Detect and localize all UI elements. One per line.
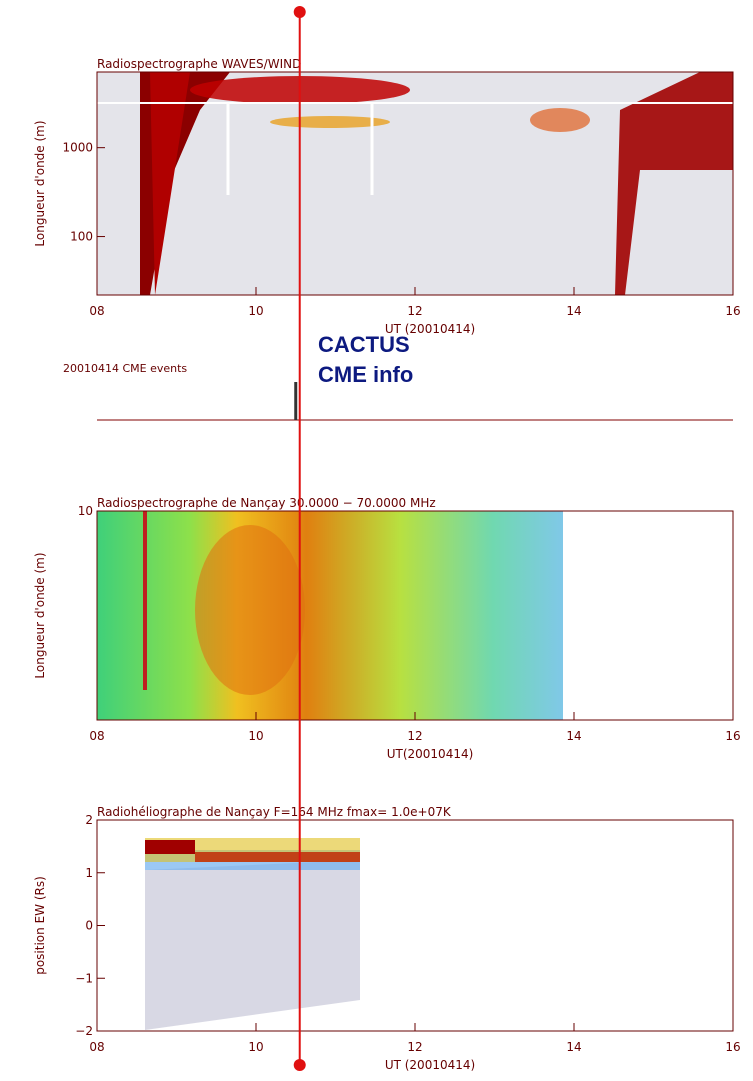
chart-title: Radiohéliographe de Nançay F=164 MHz fma… bbox=[97, 805, 452, 819]
cursor-handle[interactable] bbox=[293, 6, 306, 18]
x-tick-label: 14 bbox=[566, 729, 581, 743]
x-tick-label: 14 bbox=[566, 1040, 581, 1054]
x-tick-label: 16 bbox=[725, 729, 740, 743]
x-tick-label: 08 bbox=[89, 304, 104, 318]
y-tick-label: −1 bbox=[75, 971, 93, 985]
overlay-text[interactable]: CACTUS bbox=[318, 332, 410, 357]
y-axis-label: Longueur d'onde (m) bbox=[33, 552, 47, 678]
x-axis-label: UT (20010414) bbox=[385, 322, 475, 336]
x-tick-label: 16 bbox=[725, 304, 740, 318]
x-tick-label: 10 bbox=[248, 1040, 263, 1054]
x-tick-label: 08 bbox=[89, 1040, 104, 1054]
chart-title: Radiospectrographe de Nançay 30.0000 − 7… bbox=[97, 496, 436, 510]
y-tick-label: 1000 bbox=[62, 141, 93, 155]
x-tick-label: 12 bbox=[407, 729, 422, 743]
x-axis-label: UT (20010414) bbox=[385, 1058, 475, 1072]
x-tick-label: 08 bbox=[89, 729, 104, 743]
overlay-text[interactable]: CME info bbox=[318, 362, 413, 387]
cme-events-label: 20010414 CME events bbox=[63, 362, 187, 375]
x-axis-label: UT(20010414) bbox=[387, 747, 474, 761]
y-tick-label: 100 bbox=[70, 230, 93, 244]
y-axis-label: position EW (Rs) bbox=[33, 876, 47, 975]
x-tick-label: 12 bbox=[407, 304, 422, 318]
y-tick-label: 10 bbox=[78, 504, 93, 518]
y-axis-label: Longueur d'onde (m) bbox=[33, 120, 47, 246]
y-tick-label: −2 bbox=[75, 1024, 93, 1038]
cursor-handle[interactable] bbox=[293, 1059, 306, 1071]
y-tick-label: 1 bbox=[85, 866, 93, 880]
x-tick-label: 16 bbox=[725, 1040, 740, 1054]
spectrogram-image bbox=[97, 72, 733, 1030]
x-tick-label: 14 bbox=[566, 304, 581, 318]
x-tick-label: 12 bbox=[407, 1040, 422, 1054]
y-tick-label: 2 bbox=[85, 813, 93, 827]
x-tick-label: 10 bbox=[248, 729, 263, 743]
chart-title: Radiospectrographe WAVES/WIND bbox=[97, 57, 301, 71]
y-tick-label: 0 bbox=[85, 919, 93, 933]
x-tick-label: 10 bbox=[248, 304, 263, 318]
